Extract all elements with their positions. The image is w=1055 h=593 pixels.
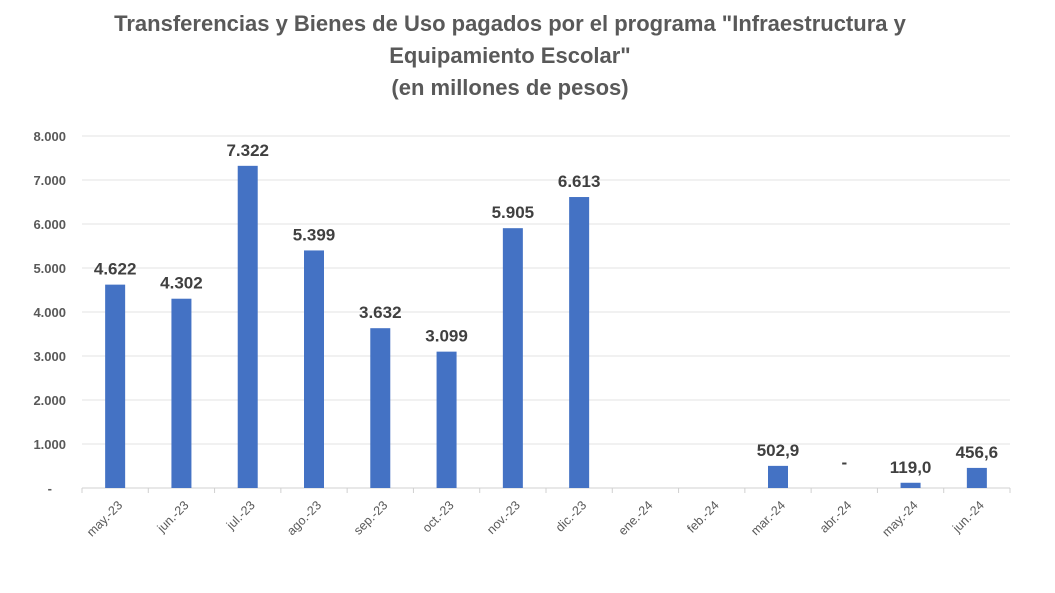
data-label: 5.905	[492, 203, 535, 222]
bar	[569, 197, 590, 488]
data-label: 456,6	[956, 443, 999, 462]
data-label: 5.399	[293, 225, 336, 244]
x-tick-label: feb.-24	[684, 498, 721, 535]
y-tick-label: 2.000	[33, 393, 66, 408]
y-tick-label: 3.000	[33, 349, 66, 364]
bar	[237, 165, 258, 488]
bar	[370, 328, 391, 488]
y-tick-label: 7.000	[33, 173, 66, 188]
x-tick-label: dic.-23	[553, 498, 589, 534]
bar	[105, 284, 126, 488]
x-tick-label: jun.-23	[154, 498, 192, 536]
x-tick-label: may.-23	[84, 498, 125, 539]
data-label: 7.322	[226, 141, 269, 160]
data-label: -	[841, 453, 847, 472]
x-tick-label: may.-24	[880, 498, 921, 539]
y-tick-label: -	[48, 481, 52, 496]
y-tick-label: 6.000	[33, 217, 66, 232]
bar	[900, 482, 921, 488]
data-label: 502,9	[757, 441, 800, 460]
chart-title-line-2: Equipamiento Escolar"	[389, 43, 631, 68]
bar	[171, 298, 192, 488]
x-tick-label: nov.-23	[484, 498, 523, 537]
bar	[502, 228, 523, 488]
x-tick-label: ene.-24	[616, 498, 656, 538]
data-label: 6.613	[558, 172, 601, 191]
x-tick-label: abr.-24	[817, 498, 854, 535]
bar	[768, 465, 788, 488]
data-label: 3.632	[359, 303, 402, 322]
bar	[966, 467, 987, 488]
y-tick-label: 5.000	[33, 261, 66, 276]
bar	[304, 250, 324, 488]
x-tick-label: jun.-24	[949, 498, 987, 536]
x-tick-label: oct.-23	[420, 498, 457, 535]
data-label: 4.622	[94, 260, 137, 279]
x-tick-label: mar.-24	[748, 498, 788, 538]
chart-title-line-1: Transferencias y Bienes de Uso pagados p…	[114, 11, 906, 36]
x-tick-label: jul.-23	[223, 498, 258, 533]
data-label: 4.302	[160, 274, 203, 293]
y-tick-label: 4.000	[33, 305, 66, 320]
x-tick-label: sep.-23	[351, 498, 390, 537]
chart-title-line-3: (en millones de pesos)	[391, 75, 629, 100]
data-label: 119,0	[890, 458, 932, 477]
bar	[436, 351, 457, 488]
y-tick-label: 1.000	[33, 437, 66, 452]
chart-title: Transferencias y Bienes de Uso pagados p…	[0, 8, 1020, 104]
x-tick-label: ago.-23	[284, 498, 324, 538]
data-label: 3.099	[425, 327, 468, 346]
y-tick-label: 8.000	[33, 129, 66, 144]
